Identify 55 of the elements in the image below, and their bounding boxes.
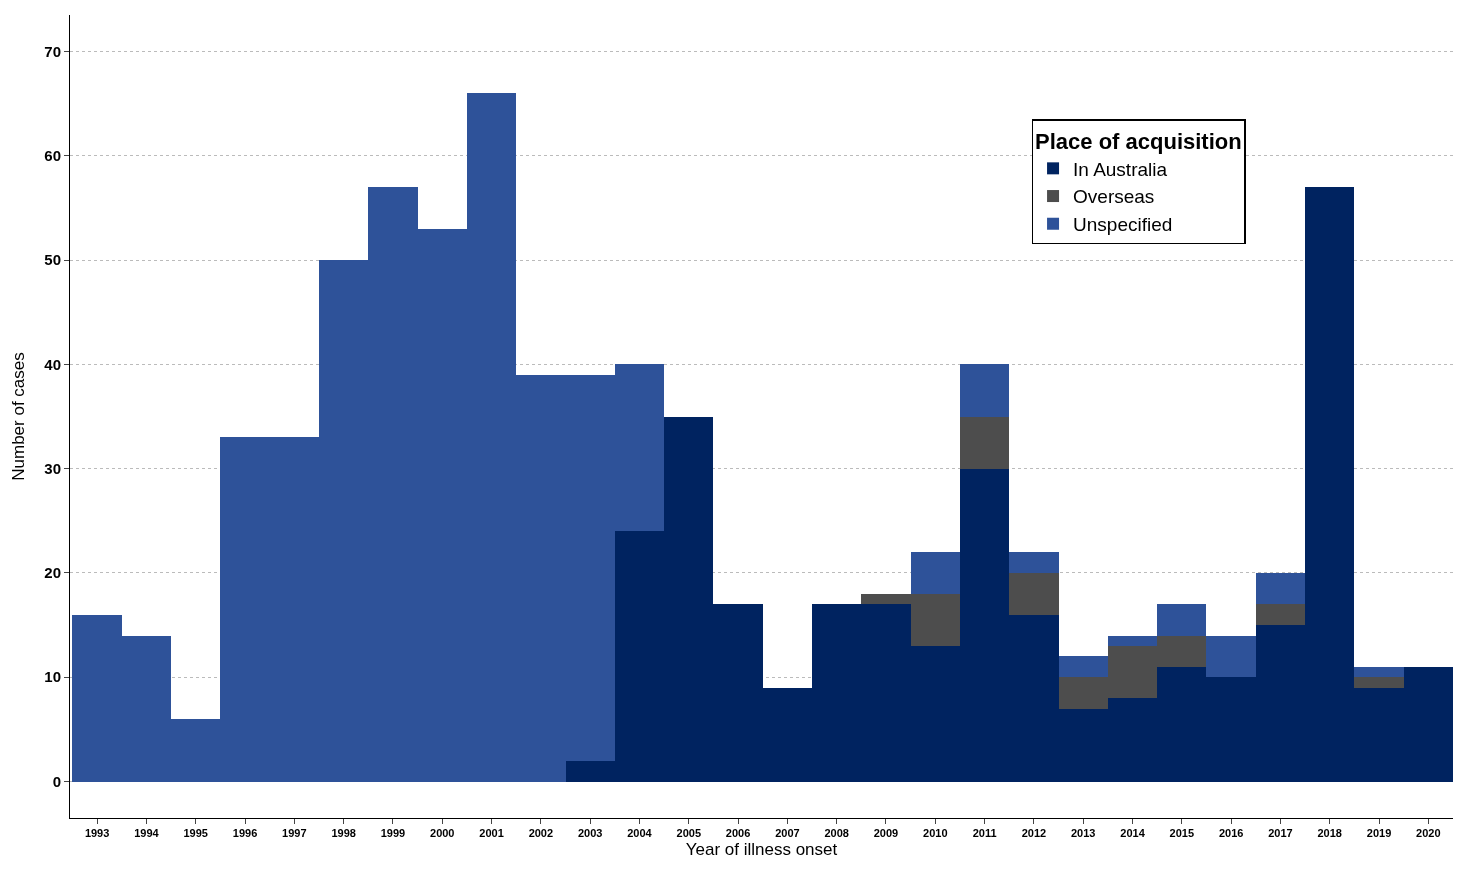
x-tick-label: 2013 [1070,827,1096,840]
x-tick-label: 2020 [1416,827,1441,840]
x-axis-title: Year of illness onset [685,839,838,859]
x-tick-label: 2003 [577,827,603,840]
bar [1354,677,1404,688]
x-tick-label: 1993 [84,827,110,840]
x-tick-label: 2001 [479,827,504,840]
x-tick-label: 2008 [824,827,849,840]
bar [1009,573,1059,615]
x-tick-label: 2000 [430,827,455,840]
x-tick-label: 2014 [1120,827,1146,840]
y-tick-label: 70 [44,42,61,60]
bar [1108,636,1157,646]
bar [1009,552,1059,573]
x-tick-label: 2007 [775,827,800,840]
legend-title: Place of acquisition [1035,129,1242,155]
x-tick-label: 1994 [134,827,160,840]
y-tick-label: 60 [44,147,61,165]
y-tick-label: 40 [44,355,61,373]
x-tick-label: 2005 [676,827,702,840]
bar [1157,604,1206,636]
bar [960,364,1009,417]
bar [911,552,960,594]
x-tick-label: 1997 [282,827,307,840]
x-tick-label: 2004 [627,827,653,840]
x-tick-label: 1999 [380,827,406,840]
bar [1059,656,1108,677]
bar [960,417,1009,469]
legend-label: In Australia [1073,158,1168,180]
legend-label: Overseas [1073,186,1155,208]
x-tick-label: 2019 [1366,827,1392,840]
x-tick-label: 2010 [923,827,948,840]
y-tick-label: 0 [52,772,61,790]
y-tick-label: 30 [44,459,61,477]
y-tick-label: 20 [44,564,61,582]
y-axis-title: Number of cases [8,352,28,481]
bar [1206,636,1256,677]
legend-label: Unspecified [1073,214,1173,236]
x-tick-label: 2011 [972,827,997,840]
x-tick-label: 1998 [331,827,356,840]
y-tick-label: 10 [44,668,61,686]
bar [1256,573,1305,604]
x-tick-label: 2002 [528,827,554,840]
x-tick-label: 2009 [873,827,899,840]
x-tick-label: 2016 [1218,827,1244,840]
x-tick-label: 2012 [1021,827,1047,840]
x-tick-label: 2018 [1317,827,1342,840]
x-tick-label: 2006 [725,827,751,840]
x-tick-label: 1995 [183,827,208,840]
x-tick-label: 1996 [232,827,258,840]
bar [1354,667,1404,677]
x-tick-label: 2017 [1268,827,1293,840]
x-tick-label: 2015 [1169,827,1195,840]
y-tick-label: 50 [44,251,61,269]
bar [1256,604,1305,625]
